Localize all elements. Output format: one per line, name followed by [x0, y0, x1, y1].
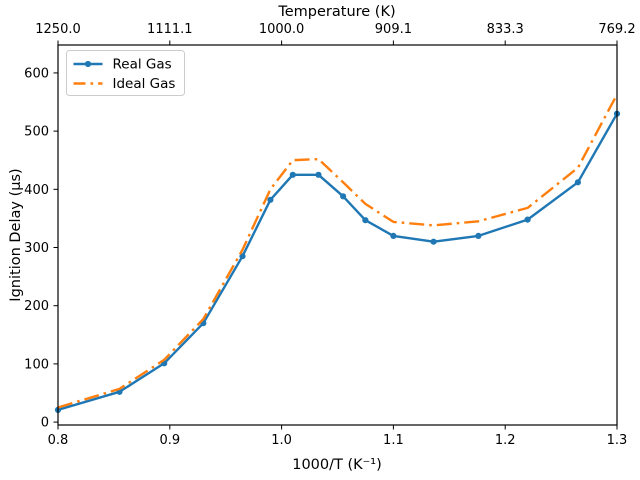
legend-label-ideal-gas: Ideal Gas: [113, 76, 176, 92]
legend: Real Gas Ideal Gas: [66, 50, 185, 96]
legend-label-real-gas: Real Gas: [113, 57, 172, 73]
plot-border: [57, 44, 618, 426]
y-tick-label: 300: [24, 241, 49, 256]
top-x-tick-label: 1000.0: [259, 22, 305, 37]
series-marker-real-gas: [574, 179, 582, 186]
x-tick-label: 1.3: [607, 433, 628, 448]
x-tick-label: 1.0: [271, 433, 292, 448]
series-marker-real-gas: [475, 232, 482, 239]
series-marker-real-gas: [362, 217, 369, 224]
legend-marker-real-gas: [84, 60, 92, 68]
x-tick-label: 1.1: [383, 433, 404, 448]
y-axis-title: Ignition Delay (μs): [8, 168, 24, 301]
y-tick-label: 0: [41, 416, 49, 431]
series-marker-real-gas: [524, 216, 531, 223]
y-tick-label: 100: [24, 357, 49, 372]
top-x-tick-label: 1111.1: [147, 22, 193, 37]
series-marker-real-gas: [390, 232, 397, 239]
series-marker-real-gas: [340, 193, 347, 200]
series-marker-real-gas: [289, 171, 296, 178]
series-marker-real-gas: [315, 171, 322, 178]
series-marker-real-gas: [430, 238, 437, 245]
top-x-tick-label: 833.3: [487, 22, 524, 37]
y-tick-label: 400: [24, 183, 49, 198]
y-tick-label: 600: [24, 66, 49, 81]
x-axis-title: 1000/T (K⁻¹): [292, 457, 382, 473]
y-tick-label: 500: [24, 125, 49, 140]
series-line-real-gas: [57, 113, 619, 412]
y-tick-label: 200: [24, 299, 49, 314]
x-tick-label: 0.9: [159, 433, 180, 448]
top-x-tick-label: 769.2: [598, 22, 635, 37]
top-x-axis-title: Temperature (K): [277, 4, 395, 20]
axes-ticks: 0.8 0.9 1.0 1.1 1.2 1.3 1250.0 1111.1 1000.0 909.…: [24, 22, 635, 448]
top-x-tick-label: 1250.0: [35, 22, 81, 37]
x-tick-label: 0.8: [48, 433, 69, 448]
series-line-ideal-gas: [57, 93, 619, 409]
plot-series: [54, 93, 621, 413]
x-tick-label: 1.2: [495, 433, 516, 448]
legend-box: [66, 50, 185, 96]
series-marker-real-gas: [267, 196, 274, 203]
axes-spines: [57, 44, 618, 426]
top-x-tick-label: 909.1: [375, 22, 412, 37]
